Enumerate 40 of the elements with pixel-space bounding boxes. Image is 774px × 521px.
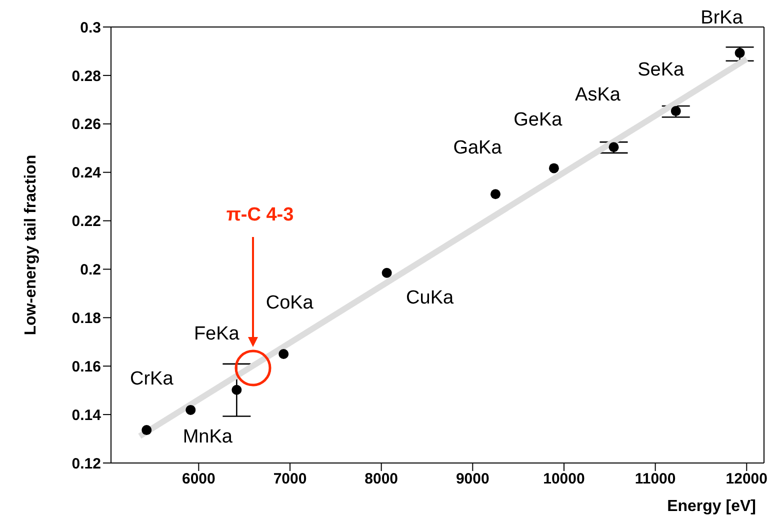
x-tick-label: 9000 [456, 470, 490, 488]
y-tick-label: 0.26 [72, 116, 101, 134]
y-tick-label: 0.16 [72, 358, 101, 376]
point [734, 48, 745, 58]
y-tick-label: 0.28 [72, 68, 101, 85]
annotation: CrKa [130, 368, 174, 390]
point [548, 163, 559, 174]
point [670, 106, 681, 116]
point [382, 268, 392, 278]
point [278, 349, 289, 359]
x-tick-label: 11000 [634, 470, 676, 488]
y-tick-label: 0.12 [72, 455, 101, 472]
x-tick-label: 6000 [182, 470, 216, 488]
y-axis-title: Low-energy tail fraction [22, 154, 40, 336]
x-tick-label: 12000 [726, 470, 768, 488]
point [608, 142, 619, 152]
point [490, 189, 500, 200]
x-tick-label: 10000 [543, 470, 585, 488]
y-tick-label: 0.18 [72, 310, 101, 327]
annotation: SeKa [638, 60, 685, 81]
x-tick-label: 7000 [273, 470, 307, 488]
annotation: MnKa [182, 426, 233, 448]
y-tick-label: 0.14 [72, 406, 102, 424]
annotation: AsKa [575, 84, 621, 106]
y-tick-label: 0.3 [80, 19, 101, 36]
y-tick-label: 0.24 [72, 164, 102, 182]
annotation: CuKa [406, 287, 454, 308]
point [186, 404, 196, 415]
annotation: π-C 4-3 [226, 204, 294, 226]
x-tick-label: 8000 [364, 470, 398, 488]
annotation: GaKa [453, 138, 502, 159]
annotation: BrKa [700, 7, 744, 28]
annotation: FeKa [194, 323, 240, 344]
annotation: CoKa [266, 292, 314, 314]
x-axis-title: Energy [eV] [667, 498, 756, 515]
annotation: GeKa [514, 110, 563, 131]
point [142, 425, 152, 436]
point [232, 384, 242, 395]
y-tick-label: 0.2 [80, 262, 101, 279]
y-tick-label: 0.22 [72, 213, 101, 230]
